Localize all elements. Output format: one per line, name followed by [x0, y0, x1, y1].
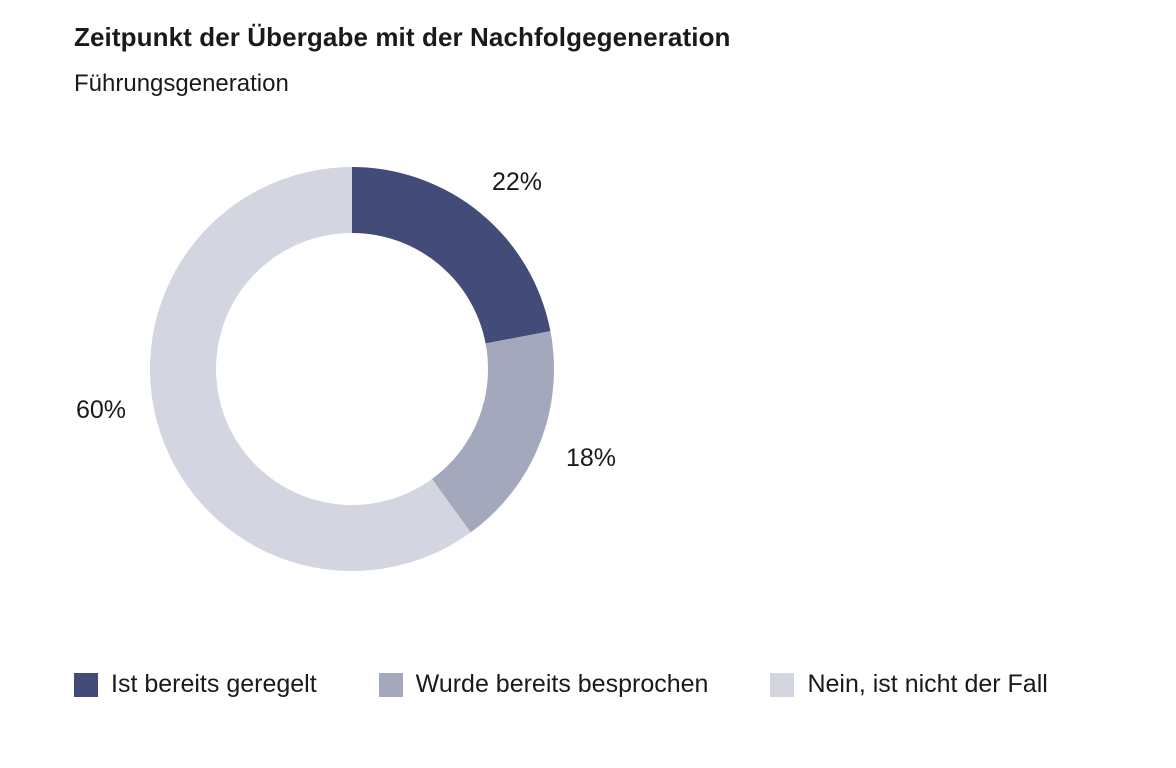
legend-label: Ist bereits geregelt	[111, 670, 317, 698]
data-label-wurde-bereits-besprochen: 18%	[566, 444, 616, 472]
legend-item-ist-bereits-geregelt: Ist bereits geregelt	[74, 670, 317, 699]
legend: Ist bereits geregelt Wurde bereits bespr…	[74, 670, 1048, 699]
legend-item-nein-ist-nicht-der-fall: Nein, ist nicht der Fall	[770, 670, 1048, 699]
legend-item-wurde-bereits-besprochen: Wurde bereits besprochen	[378, 670, 709, 699]
donut-slice-wurde-bereits-besprochen	[431, 331, 554, 533]
data-label-nein-ist-nicht-der-fall: 60%	[76, 396, 126, 424]
data-label-ist-bereits-geregelt: 22%	[492, 168, 542, 196]
legend-swatch	[74, 672, 98, 697]
donut-slice-ist-bereits-geregelt	[352, 167, 551, 344]
legend-label: Nein, ist nicht der Fall	[807, 670, 1048, 698]
chart-subtitle: Führungsgeneration	[74, 70, 289, 97]
legend-label: Wurde bereits besprochen	[415, 670, 709, 698]
legend-swatch	[770, 672, 795, 697]
donut-slice-nein-ist-nicht-der-fall	[150, 167, 471, 571]
chart-title: Zeitpunkt der Übergabe mit der Nachfolge…	[74, 22, 731, 52]
legend-swatch	[378, 672, 403, 697]
